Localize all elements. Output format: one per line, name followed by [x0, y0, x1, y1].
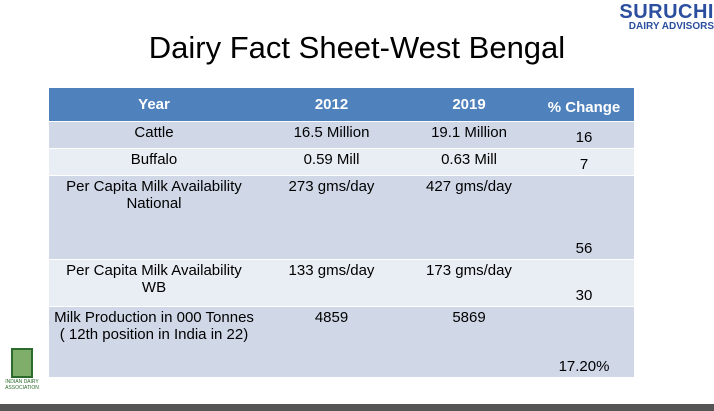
cell-2012: 0.59 Mill: [259, 148, 404, 176]
row-label: Per Capita Milk Availability WB: [49, 259, 259, 307]
table-row: Buffalo 0.59 Mill 0.63 Mill 7: [49, 148, 634, 176]
cell-2012: 133 gms/day: [259, 259, 404, 307]
logo-line1: SURUCHI: [619, 1, 714, 23]
cell-change: 30: [534, 259, 634, 307]
row-label: Per Capita Milk Availability National: [49, 175, 259, 260]
cell-2019: 5869: [404, 306, 534, 377]
suruchi-logo: SURUCHI DAIRY ADVISORS: [619, 2, 714, 32]
header-2012: 2012: [259, 88, 404, 122]
table-row: Cattle 16.5 Million 19.1 Million 16: [49, 121, 634, 149]
table-header: Year 2012 2019 % Change: [49, 88, 634, 122]
cell-2019: 173 gms/day: [404, 259, 534, 307]
cell-change: 17.20%: [534, 306, 634, 377]
cell-2012: 273 gms/day: [259, 175, 404, 260]
cell-2019: 19.1 Million: [404, 121, 534, 149]
cell-2012: 4859: [259, 306, 404, 377]
cell-change: 7: [534, 148, 634, 176]
cell-2012: 16.5 Million: [259, 121, 404, 149]
row-label: Milk Production in 000 Tonnes ( 12th pos…: [49, 306, 259, 377]
cell-2019: 0.63 Mill: [404, 148, 534, 176]
table-row: Per Capita Milk Availability WB 133 gms/…: [49, 259, 634, 307]
cow-emblem-icon: [11, 348, 33, 378]
indian-dairy-association-logo: INDIAN DAIRY ASSOCIATION: [4, 348, 40, 391]
ida-logo-text: INDIAN DAIRY ASSOCIATION: [5, 379, 39, 391]
bottom-bar: [0, 404, 714, 411]
fact-table: Year 2012 2019 % Change Cattle 16.5 Mill…: [49, 88, 634, 377]
header-year: Year: [49, 88, 259, 122]
page-title: Dairy Fact Sheet-West Bengal: [148, 30, 566, 65]
cell-change: 56: [534, 175, 634, 260]
header-change: % Change: [534, 88, 634, 122]
header-2019: 2019: [404, 88, 534, 122]
logo-line2: DAIRY ADVISORS: [628, 21, 714, 32]
cell-2019: 427 gms/day: [404, 175, 534, 260]
row-label: Cattle: [49, 121, 259, 149]
table-row: Milk Production in 000 Tonnes ( 12th pos…: [49, 306, 634, 377]
cell-change: 16: [534, 121, 634, 149]
row-label: Buffalo: [49, 148, 259, 176]
table-row: Per Capita Milk Availability National 27…: [49, 175, 634, 260]
